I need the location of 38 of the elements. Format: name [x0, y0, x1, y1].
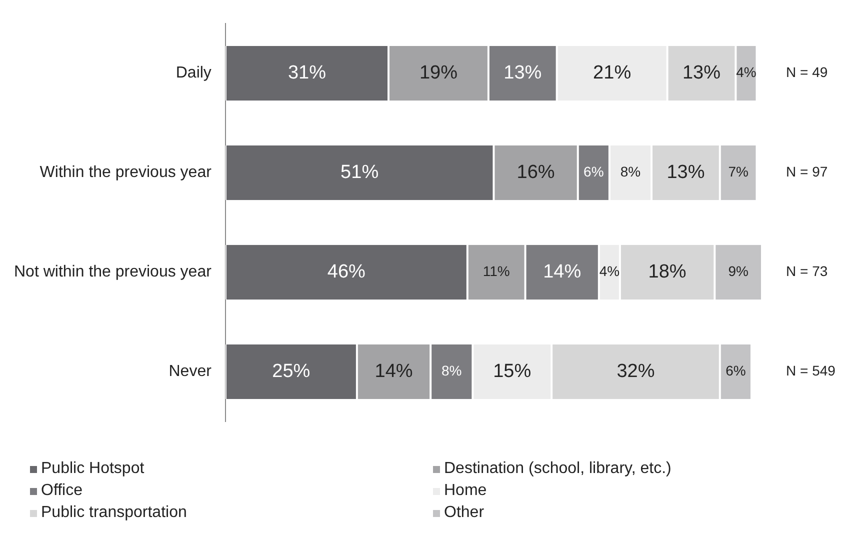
y-tick-label: Daily	[176, 64, 212, 82]
data-label: 6%	[584, 164, 604, 180]
data-label: 4%	[736, 64, 756, 80]
data-label: 18%	[648, 261, 686, 282]
data-label: 13%	[666, 162, 705, 184]
data-label: 15%	[493, 360, 532, 382]
data-label: 8%	[442, 362, 462, 379]
data-label: 9%	[728, 263, 748, 280]
text: N = 97	[786, 164, 828, 180]
data-label: 4%	[599, 263, 620, 280]
data-label: 13%	[504, 62, 542, 84]
data-label: 16%	[516, 162, 555, 184]
data-label: 7%	[728, 164, 748, 180]
legend-label: Office	[40, 482, 84, 500]
text: N = 49	[786, 64, 828, 80]
data-label: 11%	[482, 263, 510, 280]
y-tick-label: Never	[168, 363, 212, 380]
y-tick-label: Not within the previous year	[14, 264, 212, 281]
data-label: 46%	[327, 261, 366, 282]
data-label: 6%	[726, 362, 746, 379]
data-label: 14%	[543, 261, 582, 282]
legend-label: Other	[443, 504, 486, 522]
data-label: 14%	[374, 360, 413, 382]
data-label: 25%	[272, 360, 310, 382]
legend-label: Home	[443, 482, 488, 500]
text: N = 73	[786, 263, 828, 280]
data-label: 8%	[620, 164, 641, 180]
legend-label: Public Hotspot	[40, 460, 146, 478]
data-label: 19%	[419, 62, 458, 84]
legend-label: Public transportation	[40, 504, 188, 522]
data-label: 13%	[682, 62, 721, 84]
data-label: 51%	[340, 162, 379, 184]
data-label: 32%	[616, 360, 655, 382]
y-tick-label: Within the previous year	[40, 164, 212, 182]
data-label: 21%	[593, 62, 632, 84]
text: N = 549	[786, 362, 836, 379]
data-label: 31%	[288, 62, 326, 84]
legend-label: Destination (school, library, etc.)	[443, 460, 672, 478]
